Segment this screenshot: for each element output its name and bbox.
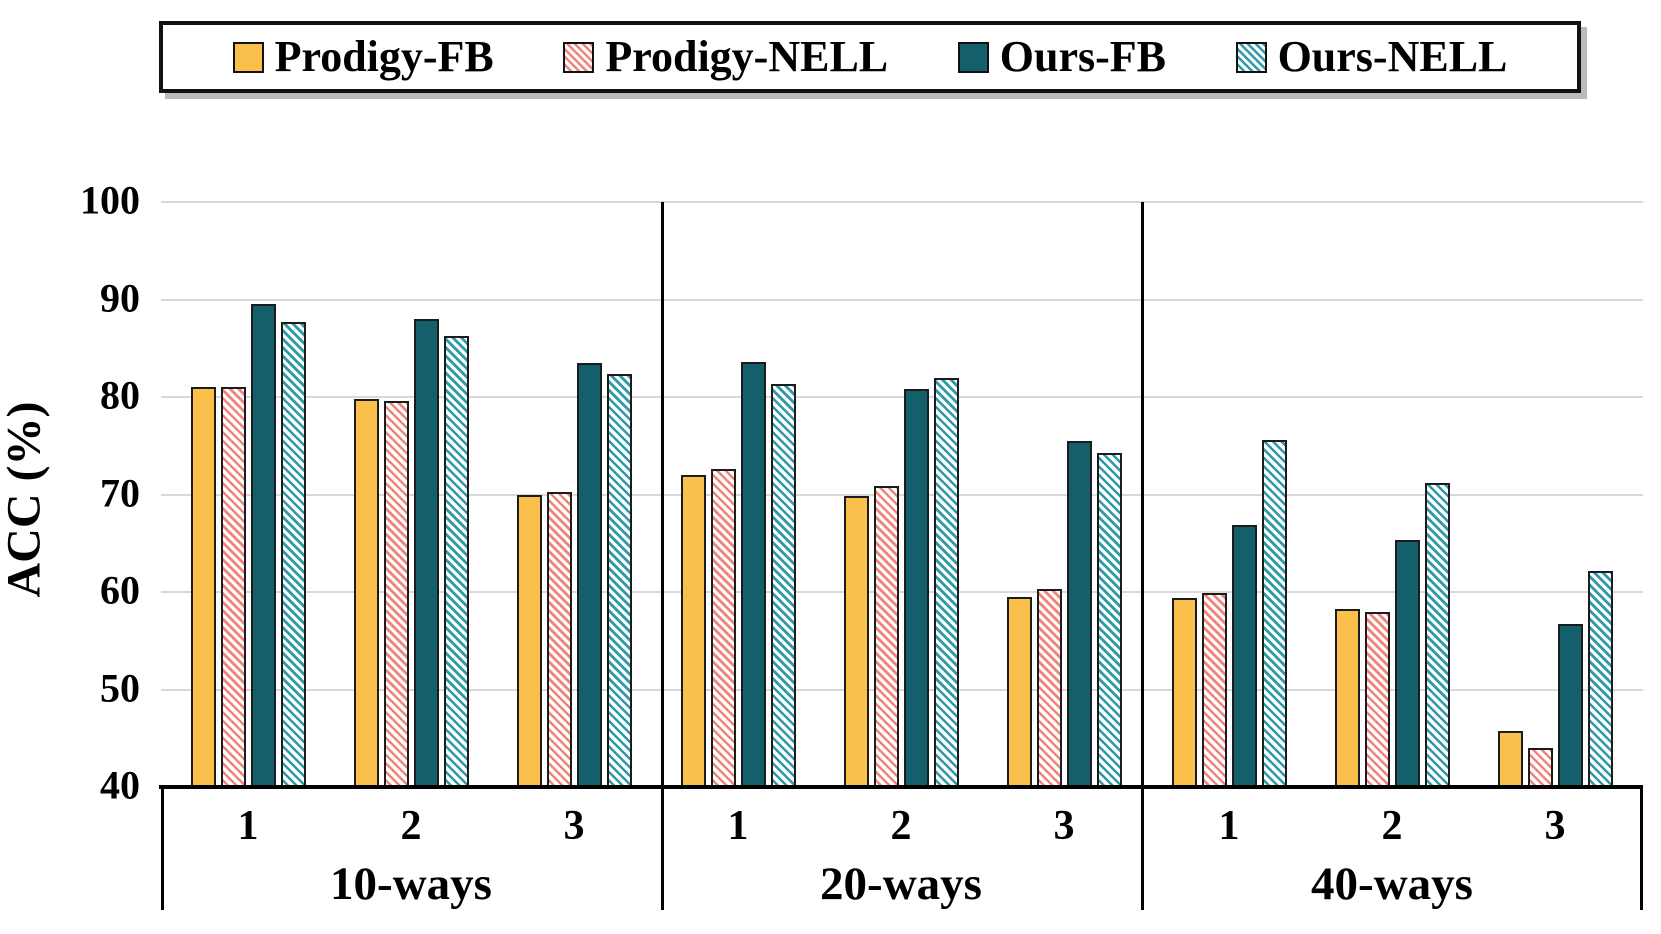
x-band-border-line	[661, 787, 664, 910]
bar-ours-nell-20-ways-1	[770, 384, 796, 787]
bar-ours-fb-10-ways-1	[250, 304, 276, 787]
bar-prodigy-nell-20-ways-3	[1036, 589, 1062, 787]
bar-ours-nell-10-ways-3	[606, 373, 632, 787]
bar-prodigy-nell-10-ways-3	[546, 491, 572, 787]
y-tick-label: 80	[100, 372, 140, 418]
bar-prodigy-fb-20-ways-1	[680, 475, 706, 787]
x-tick-label: 3	[563, 803, 585, 849]
bar-cluster-20-ways-1	[680, 361, 796, 787]
bar-cluster-10-ways-2	[353, 319, 469, 787]
bar-prodigy-fb-10-ways-3	[516, 494, 542, 787]
bar-cluster-20-ways-2	[843, 378, 959, 787]
y-tick-label: 40	[100, 762, 140, 808]
x-section-10-ways: 1 2 3 10-ways	[161, 787, 661, 910]
legend-label: Prodigy-NELL	[605, 32, 889, 81]
x-band-border-line	[1640, 787, 1643, 910]
x-band-border-line	[1141, 787, 1144, 910]
bar-ours-fb-40-ways-1	[1231, 524, 1257, 787]
legend-swatch-icon	[563, 41, 595, 73]
group-divider-line	[1141, 202, 1144, 787]
x-tick-label: 1	[237, 803, 259, 849]
legend-item-ours-nell: Ours-NELL	[1235, 32, 1508, 81]
legend-label: Prodigy-FB	[274, 32, 494, 81]
group-divider-line	[661, 202, 664, 787]
bar-prodigy-fb-40-ways-1	[1171, 597, 1197, 787]
bar-ours-nell-10-ways-1	[280, 321, 306, 787]
x-tick-label: 2	[890, 803, 912, 849]
x-group-label: 20-ways	[820, 858, 982, 910]
bar-prodigy-nell-40-ways-1	[1201, 592, 1227, 787]
plot-area	[161, 201, 1643, 787]
bar-cluster-10-ways-1	[190, 304, 306, 787]
gridline	[161, 396, 1643, 398]
bar-prodigy-nell-20-ways-2	[873, 485, 899, 787]
gridline	[161, 493, 1643, 496]
y-tick-label: 70	[100, 469, 140, 515]
x-section-40-ways: 1 2 3 40-ways	[1141, 787, 1643, 910]
x-tick-label: 1	[727, 803, 749, 849]
x-tick-label: 3	[1053, 803, 1075, 849]
bar-ours-nell-40-ways-1	[1261, 439, 1287, 787]
y-tick-label: 50	[100, 664, 140, 710]
bar-cluster-40-ways-3	[1497, 570, 1613, 787]
bar-prodigy-nell-10-ways-2	[383, 400, 409, 787]
bar-ours-fb-20-ways-1	[740, 361, 766, 787]
bar-prodigy-nell-40-ways-2	[1364, 612, 1390, 787]
bar-cluster-20-ways-3	[1006, 440, 1122, 787]
legend-label: Ours-FB	[999, 32, 1166, 81]
x-band-border-line	[161, 787, 164, 910]
bar-ours-nell-20-ways-2	[933, 378, 959, 787]
legend-item-prodigy-nell: Prodigy-NELL	[563, 35, 888, 79]
x-axis-label-band: 1 2 3 10-ways 1 2 3 20-ways 1 2 3 40-ways	[161, 787, 1643, 910]
bar-cluster-40-ways-2	[1334, 482, 1450, 787]
legend-swatch-icon	[232, 41, 264, 73]
x-section-20-ways: 1 2 3 20-ways	[661, 787, 1141, 910]
bar-ours-fb-10-ways-3	[576, 362, 602, 787]
bar-ours-fb-10-ways-2	[413, 319, 439, 787]
bar-section-20-ways	[661, 202, 1141, 787]
x-tick-label: 3	[1544, 803, 1566, 849]
x-group-label: 10-ways	[330, 858, 492, 910]
gridline	[161, 298, 1643, 301]
bar-prodigy-nell-10-ways-1	[220, 387, 246, 787]
legend-item-prodigy-fb: Prodigy-FB	[232, 32, 494, 81]
x-tick-label: 1	[1218, 803, 1240, 849]
bar-section-10-ways	[161, 202, 661, 787]
bar-prodigy-fb-20-ways-3	[1006, 596, 1032, 787]
legend-item-ours-fb: Ours-FB	[957, 32, 1166, 81]
legend-label: Ours-NELL	[1277, 32, 1508, 81]
legend-box: Prodigy-FB Prodigy-NELL Ours-FB Ours-NELL	[159, 21, 1581, 93]
gridline	[161, 591, 1643, 593]
bar-prodigy-fb-40-ways-3	[1497, 731, 1523, 787]
legend-swatch-icon	[1235, 41, 1267, 73]
bar-cluster-10-ways-3	[516, 362, 632, 787]
y-tick-label: 60	[100, 567, 140, 613]
y-tick-label: 100	[80, 177, 140, 223]
x-group-label: 40-ways	[1311, 858, 1473, 910]
bar-prodigy-nell-20-ways-1	[710, 469, 736, 787]
x-tick-label: 2	[1381, 803, 1403, 849]
gridline	[161, 201, 1643, 203]
bar-section-40-ways	[1141, 202, 1643, 787]
bar-ours-nell-40-ways-3	[1587, 570, 1613, 787]
bar-ours-nell-20-ways-3	[1096, 452, 1122, 787]
y-tick-label: 90	[100, 274, 140, 320]
bar-ours-fb-20-ways-2	[903, 389, 929, 787]
bar-ours-nell-40-ways-2	[1424, 482, 1450, 787]
x-tick-label: 2	[400, 803, 422, 849]
bar-ours-fb-40-ways-2	[1394, 540, 1420, 787]
bar-prodigy-fb-10-ways-2	[353, 398, 379, 787]
bar-prodigy-nell-40-ways-3	[1527, 748, 1553, 787]
bar-ours-fb-20-ways-3	[1066, 440, 1092, 787]
legend-swatch-icon	[957, 41, 989, 73]
bar-cluster-40-ways-1	[1171, 439, 1287, 787]
bar-ours-nell-10-ways-2	[443, 335, 469, 787]
bar-prodigy-fb-10-ways-1	[190, 387, 216, 787]
bar-prodigy-fb-20-ways-2	[843, 496, 869, 787]
bar-prodigy-fb-40-ways-2	[1334, 608, 1360, 787]
x-axis-line	[159, 785, 1643, 789]
gridline	[161, 688, 1643, 691]
bar-ours-fb-40-ways-3	[1557, 624, 1583, 787]
